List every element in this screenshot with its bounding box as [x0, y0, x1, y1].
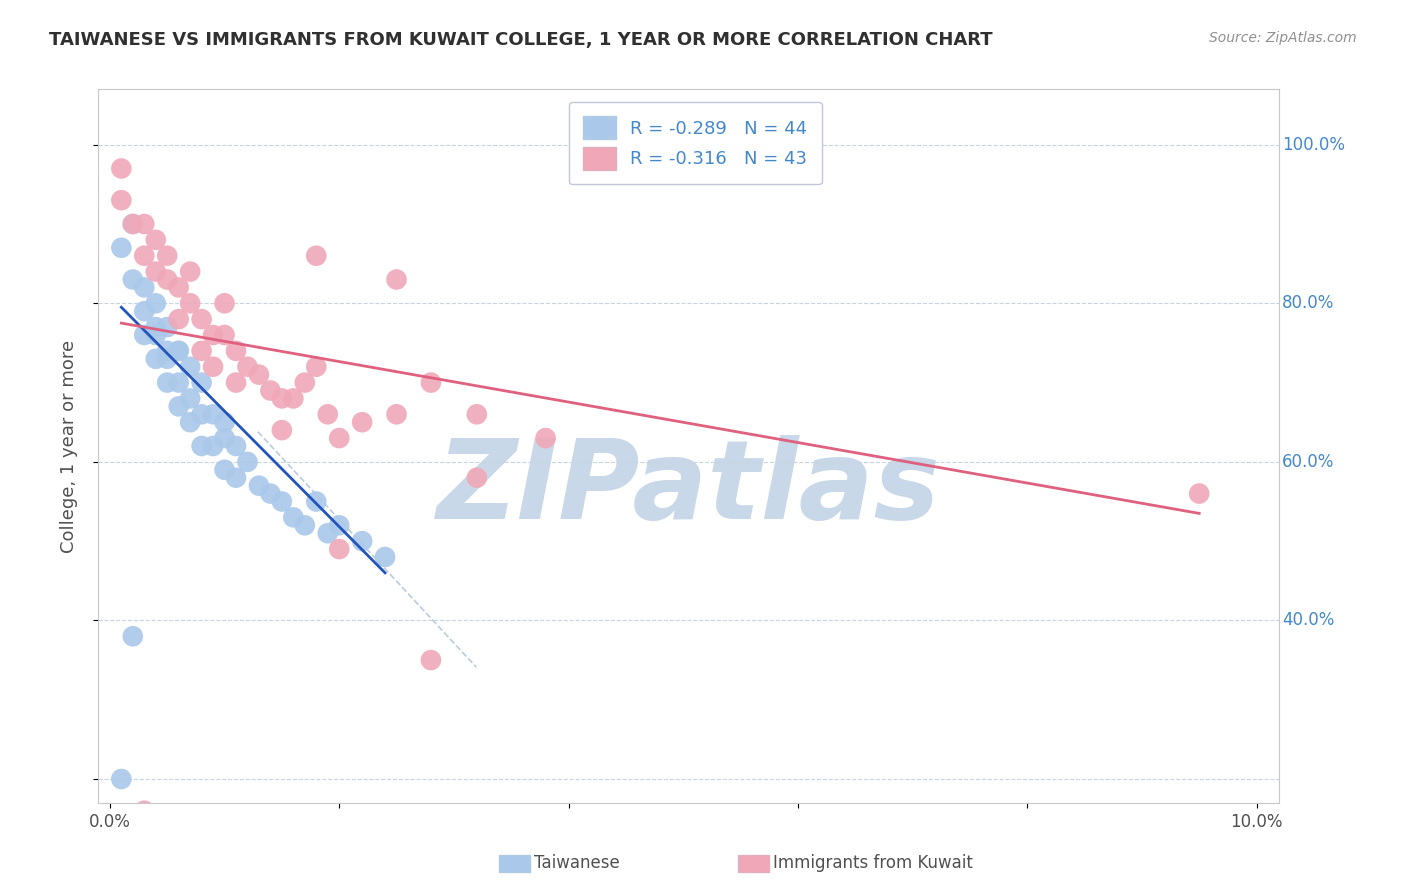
- Point: [134, 249, 156, 263]
- Point: [190, 312, 212, 326]
- Point: [236, 359, 259, 374]
- Point: [145, 328, 167, 343]
- Text: 60.0%: 60.0%: [1282, 453, 1334, 471]
- Point: [225, 439, 247, 453]
- Point: [294, 376, 316, 390]
- Point: [534, 431, 557, 445]
- Point: [145, 351, 167, 366]
- Point: [156, 320, 179, 334]
- Point: [328, 542, 350, 557]
- Text: Taiwanese: Taiwanese: [534, 855, 620, 872]
- Point: [374, 549, 396, 564]
- Point: [352, 415, 374, 429]
- Point: [145, 233, 167, 247]
- Point: [121, 217, 143, 231]
- Point: [190, 343, 212, 358]
- Text: Immigrants from Kuwait: Immigrants from Kuwait: [773, 855, 973, 872]
- Legend: R = -0.289   N = 44, R = -0.316   N = 43: R = -0.289 N = 44, R = -0.316 N = 43: [568, 102, 821, 185]
- Text: 100.0%: 100.0%: [1282, 136, 1344, 153]
- Point: [236, 455, 259, 469]
- Point: [305, 359, 328, 374]
- Point: [167, 343, 190, 358]
- Point: [110, 193, 132, 207]
- Point: [316, 407, 339, 421]
- Point: [247, 478, 270, 492]
- Point: [225, 471, 247, 485]
- Point: [134, 217, 156, 231]
- Point: [167, 312, 190, 326]
- Point: [465, 471, 488, 485]
- Point: [214, 463, 236, 477]
- Point: [134, 804, 156, 818]
- Point: [121, 272, 143, 286]
- Point: [420, 376, 443, 390]
- Point: [121, 629, 143, 643]
- Point: [328, 431, 350, 445]
- Point: [167, 400, 190, 414]
- Point: [121, 217, 143, 231]
- Point: [190, 407, 212, 421]
- Point: [247, 368, 270, 382]
- Point: [202, 407, 225, 421]
- Point: [190, 376, 212, 390]
- Point: [179, 392, 201, 406]
- Point: [305, 494, 328, 508]
- Point: [259, 384, 281, 398]
- Point: [190, 439, 212, 453]
- Point: [202, 328, 225, 343]
- Point: [270, 423, 292, 437]
- Point: [179, 296, 201, 310]
- Point: [225, 376, 247, 390]
- Point: [179, 264, 201, 278]
- Point: [156, 272, 179, 286]
- Point: [167, 280, 190, 294]
- Point: [134, 280, 156, 294]
- Point: [385, 407, 408, 421]
- Point: [225, 343, 247, 358]
- Point: [214, 328, 236, 343]
- Point: [134, 304, 156, 318]
- Point: [352, 534, 374, 549]
- Point: [167, 343, 190, 358]
- Text: 80.0%: 80.0%: [1282, 294, 1334, 312]
- Point: [1188, 486, 1211, 500]
- Point: [420, 653, 443, 667]
- Point: [110, 241, 132, 255]
- Point: [214, 296, 236, 310]
- Point: [385, 272, 408, 286]
- Point: [214, 431, 236, 445]
- Point: [156, 376, 179, 390]
- Text: Source: ZipAtlas.com: Source: ZipAtlas.com: [1209, 31, 1357, 45]
- Point: [283, 392, 305, 406]
- Point: [156, 343, 179, 358]
- Text: 40.0%: 40.0%: [1282, 611, 1334, 630]
- Point: [316, 526, 339, 541]
- Y-axis label: College, 1 year or more: College, 1 year or more: [59, 340, 77, 552]
- Point: [110, 161, 132, 176]
- Point: [134, 328, 156, 343]
- Point: [202, 359, 225, 374]
- Point: [202, 439, 225, 453]
- Point: [145, 264, 167, 278]
- Text: ZIPatlas: ZIPatlas: [437, 435, 941, 542]
- Point: [179, 359, 201, 374]
- Point: [270, 392, 292, 406]
- Point: [167, 376, 190, 390]
- Point: [156, 249, 179, 263]
- Point: [156, 351, 179, 366]
- Point: [294, 518, 316, 533]
- Point: [145, 296, 167, 310]
- Point: [145, 320, 167, 334]
- Point: [179, 415, 201, 429]
- Point: [328, 518, 350, 533]
- Point: [110, 772, 132, 786]
- Text: TAIWANESE VS IMMIGRANTS FROM KUWAIT COLLEGE, 1 YEAR OR MORE CORRELATION CHART: TAIWANESE VS IMMIGRANTS FROM KUWAIT COLL…: [49, 31, 993, 49]
- Point: [305, 249, 328, 263]
- Point: [259, 486, 281, 500]
- Point: [283, 510, 305, 524]
- Point: [214, 415, 236, 429]
- Point: [465, 407, 488, 421]
- Point: [270, 494, 292, 508]
